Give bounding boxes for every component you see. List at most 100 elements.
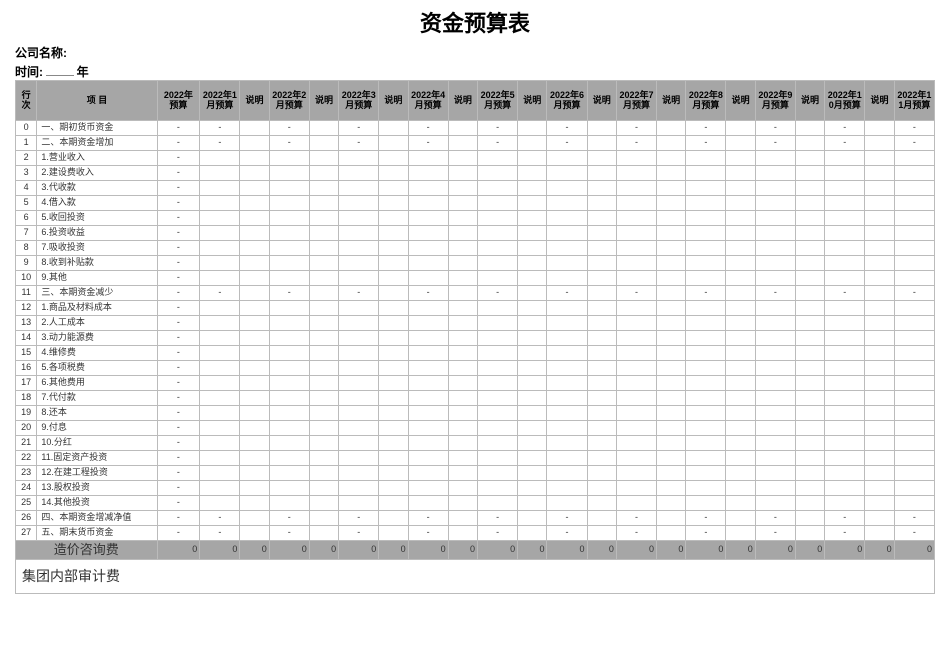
totals-row: 造价咨询费0000000000000000000000 <box>16 541 935 560</box>
cell-desc <box>379 451 408 466</box>
cell-month <box>616 346 656 361</box>
cell-desc <box>309 451 338 466</box>
cell-year: - <box>157 346 200 361</box>
cell-rownum: 21 <box>16 436 37 451</box>
cell-rownum: 0 <box>16 121 37 136</box>
cell-month <box>616 331 656 346</box>
cell-month <box>408 391 448 406</box>
cell-month <box>408 466 448 481</box>
cell-month <box>825 391 865 406</box>
col-desc-1: 说明 <box>240 81 269 121</box>
audit-row: 集团内部审计费 <box>16 560 935 594</box>
cell-desc <box>795 121 824 136</box>
cell-month <box>894 361 934 376</box>
cell-desc <box>240 211 269 226</box>
cell-desc <box>448 421 477 436</box>
cell-desc <box>309 241 338 256</box>
cell-month <box>269 241 309 256</box>
cell-desc <box>309 181 338 196</box>
cell-item: 二、本期资金增加 <box>37 136 157 151</box>
cell-item: 9.其他 <box>37 271 157 286</box>
cell-month <box>269 331 309 346</box>
cell-desc <box>865 301 894 316</box>
cell-month <box>755 271 795 286</box>
cell-desc <box>518 406 547 421</box>
table-row: 198.还本- <box>16 406 935 421</box>
cell-month <box>478 256 518 271</box>
cell-desc <box>309 331 338 346</box>
cell-year: - <box>157 316 200 331</box>
cell-month <box>478 271 518 286</box>
cell-month: - <box>755 526 795 541</box>
col-month-7: 2022年7月预算 <box>616 81 656 121</box>
col-month-5: 2022年5月预算 <box>478 81 518 121</box>
cell-item: 7.吸收投资 <box>37 241 157 256</box>
cell-month <box>478 391 518 406</box>
cell-year: - <box>157 451 200 466</box>
cell-desc <box>865 121 894 136</box>
cell-desc <box>309 151 338 166</box>
cell-month <box>894 181 934 196</box>
cell-month <box>269 466 309 481</box>
cell-month <box>755 421 795 436</box>
cell-year: - <box>157 361 200 376</box>
cell-rownum: 20 <box>16 421 37 436</box>
cell-desc <box>587 241 616 256</box>
cell-month <box>478 421 518 436</box>
cell-month <box>478 226 518 241</box>
cell-month <box>408 376 448 391</box>
cell-desc <box>795 226 824 241</box>
cell-month: - <box>269 136 309 151</box>
cell-month <box>755 376 795 391</box>
table-row: 109.其他- <box>16 271 935 286</box>
cell-month <box>616 406 656 421</box>
cell-desc <box>587 286 616 301</box>
cell-desc <box>656 421 685 436</box>
cell-desc <box>309 511 338 526</box>
cell-rownum: 25 <box>16 496 37 511</box>
cell-month <box>269 196 309 211</box>
cell-month <box>478 406 518 421</box>
cell-desc <box>726 166 755 181</box>
cell-month <box>547 361 587 376</box>
cell-desc <box>309 121 338 136</box>
cell-desc <box>656 256 685 271</box>
cell-month <box>200 361 240 376</box>
cell-year: - <box>157 271 200 286</box>
cell-month: - <box>478 511 518 526</box>
cell-month <box>616 316 656 331</box>
cell-desc <box>795 451 824 466</box>
cell-desc <box>795 511 824 526</box>
cell-month <box>825 241 865 256</box>
cell-desc <box>309 256 338 271</box>
cell-desc <box>379 466 408 481</box>
cell-month <box>616 256 656 271</box>
cell-month: - <box>825 526 865 541</box>
cell-month <box>200 211 240 226</box>
cell-month <box>269 376 309 391</box>
cell-month <box>478 331 518 346</box>
totals-cell: 0 <box>200 541 240 560</box>
cell-desc <box>656 346 685 361</box>
cell-desc <box>865 241 894 256</box>
cell-month: - <box>616 136 656 151</box>
cell-month <box>408 481 448 496</box>
cell-month: - <box>894 121 934 136</box>
cell-desc <box>795 301 824 316</box>
cell-month: - <box>616 526 656 541</box>
cell-month <box>825 406 865 421</box>
cell-rownum: 1 <box>16 136 37 151</box>
cell-month <box>408 451 448 466</box>
table-row: 11三、本期资金减少------------ <box>16 286 935 301</box>
cell-month <box>686 166 726 181</box>
cell-desc <box>518 121 547 136</box>
cell-desc <box>726 496 755 511</box>
cell-month: - <box>478 286 518 301</box>
cell-desc <box>309 526 338 541</box>
cell-month <box>478 481 518 496</box>
cell-desc <box>865 211 894 226</box>
cell-desc <box>656 301 685 316</box>
cell-desc <box>240 526 269 541</box>
cell-desc <box>448 391 477 406</box>
cell-year: - <box>157 526 200 541</box>
